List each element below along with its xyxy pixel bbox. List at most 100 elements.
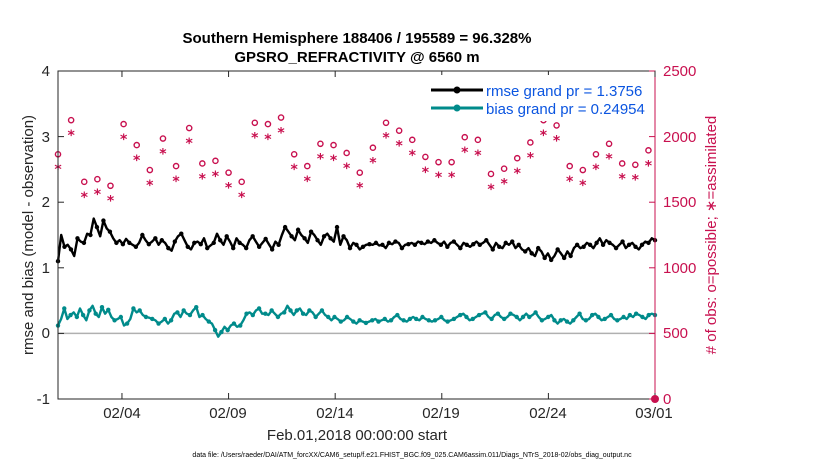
rmse-point	[516, 242, 521, 248]
obs-assimilated-marker: *	[199, 171, 207, 187]
y-right-tick-label: 2500	[663, 63, 696, 80]
obs-assimilated-marker: *	[186, 136, 194, 152]
bias-point	[640, 314, 645, 320]
obs-assimilated-marker: *	[592, 162, 600, 178]
bias-point	[244, 311, 249, 316]
bias-point	[150, 316, 155, 322]
rmse-point	[172, 239, 178, 244]
bias-point	[137, 308, 142, 313]
obs-assimilated-marker: *	[527, 150, 535, 166]
bias-point	[602, 316, 607, 322]
obs-assimilated-marker: *	[579, 178, 587, 194]
rmse-point	[510, 239, 515, 244]
obs-assimilated-marker: *	[422, 165, 430, 181]
bias-point	[432, 318, 438, 323]
bias-point	[608, 312, 614, 318]
obs-assimilated-marker: *	[395, 139, 403, 155]
obs-assimilated-marker: *	[159, 146, 167, 162]
rmse-point	[607, 240, 612, 246]
bias-point	[225, 327, 230, 333]
obs-assimilated-marker: *	[461, 145, 469, 161]
bias-point	[294, 308, 299, 313]
rmse-point	[438, 242, 444, 248]
rmse-point	[218, 238, 223, 243]
rmse-point	[535, 245, 541, 251]
x-tick-label: 02/24	[529, 405, 567, 422]
bias-point	[382, 316, 387, 322]
obs-assimilated-marker: *	[500, 177, 508, 193]
obs-possible-marker	[422, 153, 429, 161]
legend-label-rmse: rmse grand pr = 1.3756	[486, 83, 642, 100]
bias-point	[376, 319, 381, 324]
obs-possible-marker	[303, 162, 311, 170]
obs-assimilated-marker: *	[81, 190, 89, 206]
y-right-axis-label: # of obs: o=possible; ∗=assimilated	[703, 116, 720, 355]
bias-point	[545, 314, 551, 320]
rmse-point	[243, 245, 249, 251]
bias-point	[275, 314, 281, 320]
rmse-point	[419, 240, 424, 246]
bias-point	[552, 318, 557, 323]
bias-point	[269, 308, 274, 313]
x-tick-label: 02/09	[209, 405, 247, 422]
obs-assimilated-marker: *	[212, 169, 220, 185]
bias-point	[162, 316, 168, 322]
legend: rmse grand pr = 1.3756 bias grand pr = 0…	[424, 75, 652, 121]
rmse-point	[231, 245, 236, 251]
obs-assimilated-marker: *	[238, 190, 246, 206]
rmse-point	[179, 231, 184, 236]
bias-point	[615, 318, 620, 323]
obs-assimilated-marker: *	[107, 194, 115, 210]
rmse-point	[75, 236, 80, 241]
obs-possible-marker	[317, 140, 324, 148]
rmse-point	[451, 239, 457, 244]
obs-assimilated-marker: *	[474, 148, 482, 164]
bias-point	[87, 308, 92, 313]
rmse-point	[94, 224, 100, 230]
obs-possible-marker	[159, 135, 167, 142]
rmse-point	[107, 229, 113, 234]
bias-point	[489, 316, 494, 322]
rmse-point	[555, 247, 560, 252]
bias-point	[571, 318, 576, 323]
bias-point	[319, 308, 325, 313]
obs-assimilated-marker: *	[645, 158, 653, 174]
bias-point	[99, 304, 105, 310]
bias-point	[313, 314, 318, 320]
chart-title: Southern Hemisphere 188406 / 195589 = 96…	[183, 30, 532, 47]
obs-possible-marker	[146, 166, 154, 174]
obs-possible-marker	[632, 161, 639, 169]
bias-point	[351, 319, 356, 324]
y-right-tick-label: 500	[663, 325, 688, 342]
obs-possible-marker	[356, 169, 364, 176]
bias-point	[357, 318, 362, 323]
obs-possible-marker	[592, 150, 600, 158]
bias-point	[118, 314, 124, 320]
rmse-point	[620, 239, 625, 244]
rmse-point	[406, 241, 411, 247]
y-tick-label: 0	[42, 325, 50, 342]
bias-point	[577, 311, 582, 316]
rmse-point	[328, 236, 333, 241]
obs-assimilated-marker: *	[225, 181, 233, 197]
obs-assimilated-marker: *	[133, 153, 141, 169]
bias-point	[263, 311, 268, 316]
bias-point	[621, 314, 626, 320]
bias-point	[206, 319, 212, 324]
rmse-point	[445, 244, 450, 250]
bias-point	[156, 321, 161, 326]
rmse-point	[146, 241, 152, 247]
rmse-point	[646, 240, 651, 246]
x-tick-labels: 02/04 02/09 02/14 02/19 02/24 03/01	[103, 405, 673, 422]
bias-point	[200, 312, 205, 318]
bias-point	[470, 316, 475, 322]
rmse-point	[367, 241, 372, 247]
obs-assimilated-marker: *	[487, 182, 495, 198]
bias-point	[288, 308, 293, 313]
rmse-point	[315, 238, 320, 243]
obs-possible-marker	[330, 141, 337, 149]
rmse-point	[497, 244, 502, 250]
bias-point	[256, 306, 262, 311]
y-tick-label: 2	[42, 194, 50, 211]
y-right-tick-label: 1000	[663, 260, 696, 277]
